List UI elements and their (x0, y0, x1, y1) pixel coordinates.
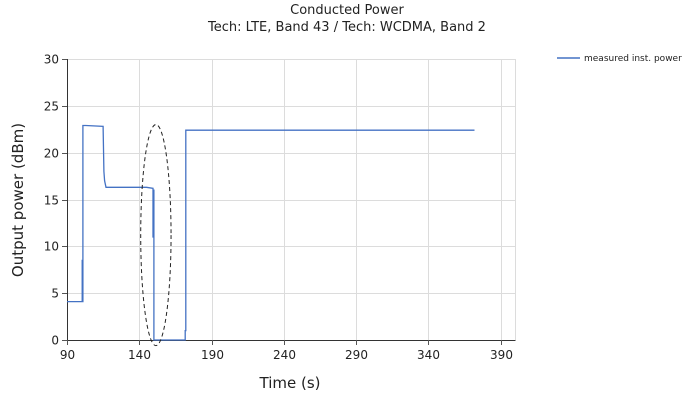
x-axis-ticks: 90 140 190 240 290 340 390 (60, 340, 513, 362)
y-tick-label: 5 (51, 287, 59, 301)
y-axis-label: Output power (dBm) (9, 123, 27, 277)
series-layer (67, 126, 475, 341)
x-tick-label: 190 (201, 348, 224, 362)
dashed-ellipse-annotation (141, 125, 171, 346)
plot-grid (67, 59, 516, 341)
y-tick-label: 20 (44, 147, 59, 161)
y-axis-ticks: 0 5 10 15 20 25 30 (44, 53, 67, 348)
x-tick-label: 390 (490, 348, 513, 362)
y-tick-label: 25 (44, 100, 59, 114)
x-axis-label: Time (s) (259, 374, 321, 392)
plot-axes (67, 59, 516, 341)
legend-label: measured inst. power (584, 54, 682, 64)
y-tick-label: 15 (44, 194, 59, 208)
x-tick-label: 290 (345, 348, 368, 362)
chart-subtitle: Tech: LTE, Band 43 / Tech: WCDMA, Band 2 (207, 20, 486, 35)
x-tick-label: 340 (417, 348, 440, 362)
legend: measured inst. power (557, 54, 682, 64)
y-tick-label: 30 (44, 53, 59, 67)
x-tick-label: 140 (128, 348, 151, 362)
x-tick-label: 90 (60, 348, 75, 362)
x-tick-label: 240 (273, 348, 296, 362)
annotation-layer (141, 125, 171, 346)
chart-title: Conducted Power (290, 3, 404, 18)
y-tick-label: 0 (51, 334, 59, 348)
series-line (67, 126, 475, 341)
y-tick-label: 10 (44, 240, 59, 254)
